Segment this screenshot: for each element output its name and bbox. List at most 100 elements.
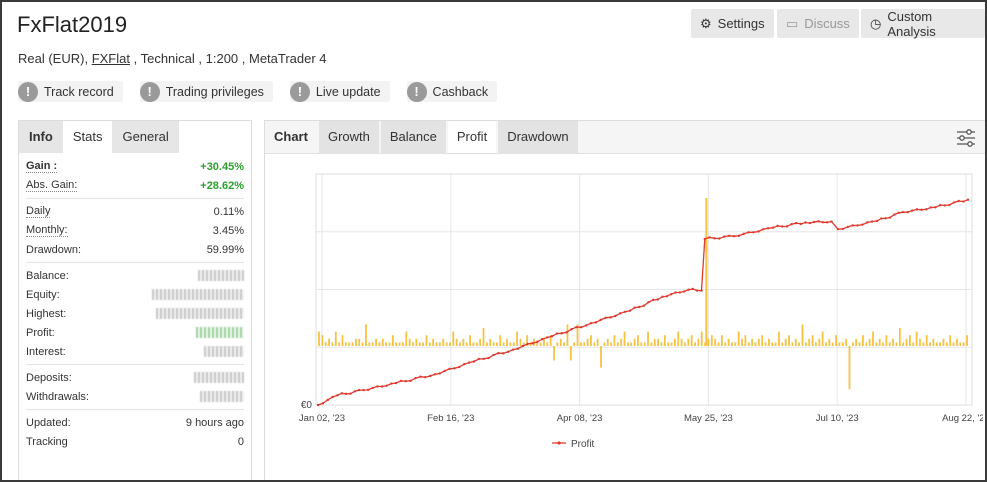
profit-bar <box>395 342 398 346</box>
profit-point <box>687 288 690 291</box>
stat-label: Deposits: <box>26 371 72 384</box>
sliders-icon[interactable] <box>956 129 976 152</box>
profit-bar <box>546 342 549 346</box>
profit-bar <box>922 342 925 346</box>
profit-bar <box>526 335 529 346</box>
profit-point <box>482 357 485 361</box>
profit-bar <box>825 342 827 346</box>
tab-chart[interactable]: Chart <box>274 129 308 144</box>
profit-bar <box>757 338 760 346</box>
profit-bar <box>556 342 559 346</box>
profit-bar <box>690 335 693 346</box>
stat-label: Equity: <box>26 288 60 301</box>
profit-bar <box>700 331 703 346</box>
stat-label[interactable]: Abs. Gain: <box>26 179 78 192</box>
profit-point <box>565 331 568 334</box>
badge-live-update[interactable]: ! Live update <box>289 81 390 102</box>
profit-point <box>752 231 755 234</box>
profit-point <box>851 224 854 227</box>
profit-bar <box>939 342 942 346</box>
exclamation-icon: ! <box>139 81 160 102</box>
profit-bar <box>794 338 797 346</box>
profit-bar <box>687 338 690 346</box>
profit-bar <box>704 342 707 346</box>
profit-bar <box>472 342 475 346</box>
profit-point <box>521 344 524 348</box>
profit-bar <box>512 342 515 346</box>
profit-point <box>477 357 481 361</box>
profit-bar <box>610 342 613 346</box>
profit-bar <box>862 335 864 346</box>
profit-point <box>929 206 933 209</box>
profit-point <box>340 392 344 395</box>
profit-bar <box>502 342 505 346</box>
profit-bar <box>509 342 512 346</box>
profit-point <box>628 309 632 312</box>
profit-point <box>808 221 812 225</box>
stat-label: Balance: <box>26 269 69 282</box>
profit-point <box>888 216 892 219</box>
profit-bar <box>841 342 844 346</box>
tab-drawdown[interactable]: Drawdown <box>498 121 578 153</box>
settings-label: Settings <box>717 16 765 31</box>
profit-bar <box>361 342 364 346</box>
stat-row-balance: Balance: <box>26 266 244 285</box>
profit-bar <box>358 338 361 346</box>
profit-bar <box>321 335 324 346</box>
x-tick-label: Feb 16, '23 <box>427 413 474 424</box>
profit-bar <box>412 342 414 346</box>
badge-label: Track record <box>44 84 114 99</box>
profit-point <box>531 342 534 345</box>
custom-analysis-label: Custom Analysis <box>887 8 936 39</box>
profit-point <box>836 227 840 231</box>
profit-bar <box>522 342 525 346</box>
discuss-button[interactable]: ▭ Discuss <box>777 9 859 38</box>
broker-link[interactable]: FXFlat <box>91 51 130 66</box>
profit-point <box>619 312 622 315</box>
profit-point <box>326 398 329 402</box>
profit-point <box>353 390 357 393</box>
tab-stats[interactable]: Stats <box>72 129 103 144</box>
tab-balance[interactable]: Balance <box>380 121 446 153</box>
profit-bar <box>831 342 834 346</box>
y-tick-label: €0 <box>301 400 313 411</box>
tab-profit[interactable]: Profit <box>447 121 497 153</box>
stat-label[interactable]: Monthly: <box>26 224 68 237</box>
profit-point <box>674 291 677 294</box>
profit-point <box>487 356 490 360</box>
profit-bar <box>781 342 784 346</box>
profit-bar <box>378 342 381 346</box>
profit-bar <box>915 331 918 346</box>
tab-info[interactable]: Info <box>19 121 63 153</box>
profit-bar <box>630 342 633 346</box>
profit-bar <box>328 338 330 346</box>
stat-label[interactable]: Gain : <box>26 160 58 173</box>
profit-bar <box>553 346 555 361</box>
settings-button[interactable]: ⚙ Settings <box>691 9 774 38</box>
profit-point <box>920 208 923 211</box>
stat-value: +28.62% <box>200 179 244 192</box>
profit-point <box>821 221 825 224</box>
tab-general[interactable]: General <box>112 121 179 153</box>
tab-growth[interactable]: Growth <box>318 121 379 153</box>
stat-label[interactable]: Daily <box>26 205 51 218</box>
stat-value: 3.45% <box>212 224 244 237</box>
profit-point <box>957 199 960 203</box>
badge-trading-privileges[interactable]: ! Trading privileges <box>139 81 273 102</box>
profit-bar <box>949 335 952 346</box>
profit-point <box>419 375 422 378</box>
profit-bar <box>653 338 656 346</box>
x-tick-label: Jul 10, '23 <box>816 413 859 424</box>
badge-label: Cashback <box>432 84 489 99</box>
stat-value: 0.11% <box>213 205 244 218</box>
profit-point <box>448 367 451 370</box>
badge-cashback[interactable]: ! Cashback <box>406 81 498 102</box>
custom-analysis-button[interactable]: ◷ Custom Analysis <box>861 8 985 39</box>
profit-point <box>897 211 900 214</box>
profit-bar <box>909 335 911 346</box>
badge-track-record[interactable]: ! Track record <box>18 81 123 102</box>
profit-point <box>708 236 711 239</box>
profit-bar <box>432 338 435 346</box>
profit-bar <box>902 342 905 346</box>
